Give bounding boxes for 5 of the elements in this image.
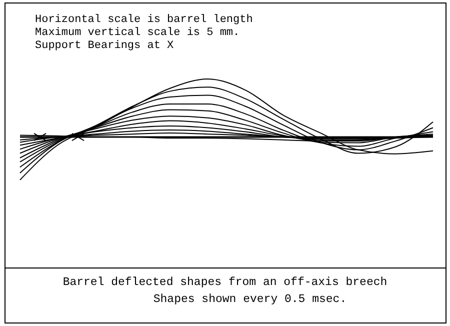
text: Horizontal scale is barrel length [35,14,253,26]
text: Barrel deflected shapes from an off-axis breech [62,276,388,289]
text: Maximum vertical scale is 5 mm. [35,27,240,39]
text: Support Bearings at X [35,40,174,52]
text: Shapes shown every 0.5 msec. [153,293,347,306]
